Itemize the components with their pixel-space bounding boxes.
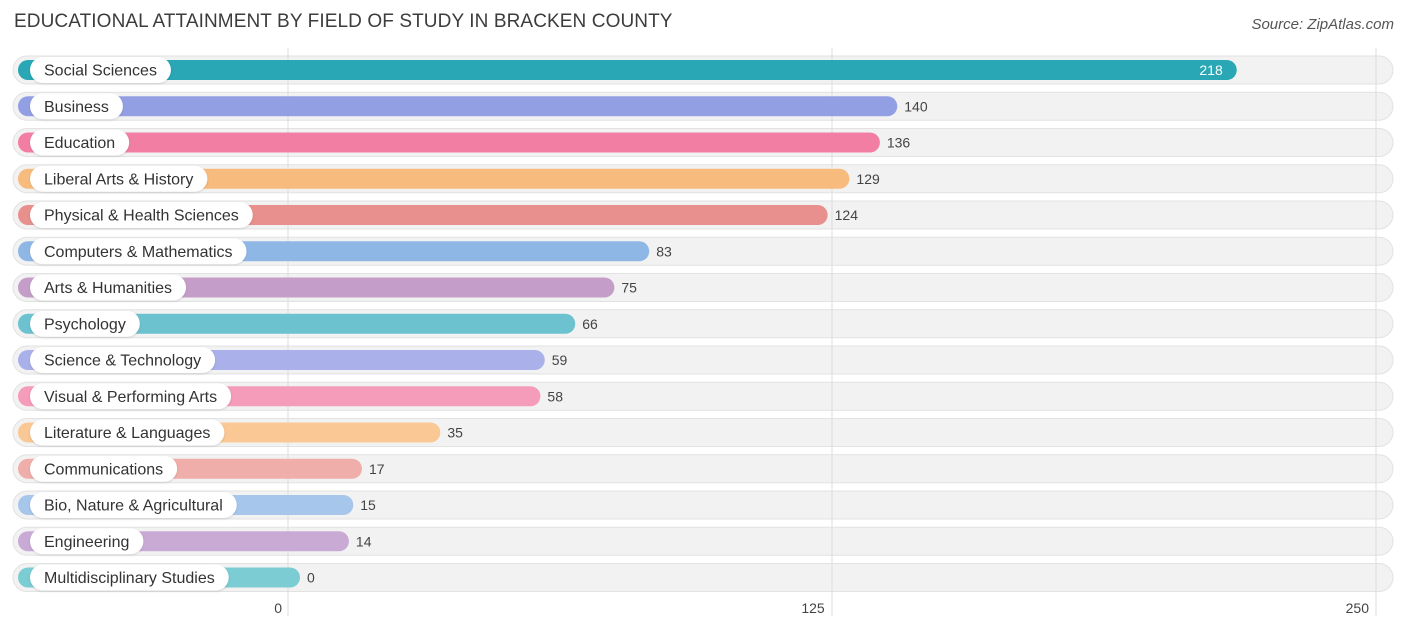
category-label-pill bbox=[30, 347, 216, 373]
value-label: 75 bbox=[621, 280, 637, 296]
bar-group: Computers & Mathematics 83 bbox=[18, 238, 672, 265]
bar-group: Social Sciences 218 bbox=[18, 57, 1237, 83]
x-tick-label: 125 bbox=[801, 600, 825, 616]
bar-group: Bio, Nature & Agricultural 15 bbox=[18, 492, 376, 518]
category-label-pill bbox=[30, 419, 225, 446]
bar-group: Engineering 14 bbox=[18, 528, 372, 555]
category-label-pill bbox=[30, 238, 247, 265]
category-label: Multidisciplinary Studies bbox=[44, 570, 215, 587]
bar-group: Visual & Performing Arts 58 bbox=[18, 383, 563, 410]
bar[interactable] bbox=[18, 96, 898, 117]
category-label: Business bbox=[44, 99, 109, 116]
category-label-pill bbox=[30, 310, 140, 337]
category-label: Arts & Humanities bbox=[44, 280, 172, 297]
x-tick-label: 250 bbox=[1346, 600, 1370, 616]
category-label: Psychology bbox=[44, 316, 126, 333]
x-tick-label: 0 bbox=[274, 600, 282, 616]
category-label-pill bbox=[30, 528, 144, 555]
value-label: 0 bbox=[307, 570, 315, 586]
category-label: Literature & Languages bbox=[44, 425, 210, 442]
value-label: 58 bbox=[547, 388, 563, 404]
bar-group: Psychology 66 bbox=[18, 310, 598, 337]
value-label: 59 bbox=[552, 352, 568, 368]
value-label: 14 bbox=[356, 533, 372, 549]
category-label-pill bbox=[30, 57, 171, 83]
category-label-pill bbox=[30, 492, 237, 518]
value-label: 124 bbox=[835, 207, 859, 223]
category-label: Bio, Nature & Agricultural bbox=[44, 498, 223, 515]
category-label: Science & Technology bbox=[44, 353, 201, 370]
category-label-pill bbox=[30, 383, 232, 410]
bar-group: Business 140 bbox=[18, 93, 928, 120]
value-label: 136 bbox=[887, 135, 911, 151]
category-label: Engineering bbox=[44, 534, 129, 551]
row-track bbox=[12, 563, 1394, 592]
category-label: Computers & Mathematics bbox=[44, 244, 233, 261]
category-label-pill bbox=[30, 129, 130, 156]
bar[interactable] bbox=[18, 313, 576, 334]
category-label-pill bbox=[30, 202, 253, 228]
row-track bbox=[12, 526, 1394, 556]
value-label: 17 bbox=[369, 461, 385, 477]
bar-group: Physical & Health Sciences 124 bbox=[18, 202, 858, 228]
bar-group: Education 136 bbox=[18, 129, 911, 156]
bar-group: Liberal Arts & History 129 bbox=[18, 165, 880, 192]
value-label: 15 bbox=[360, 497, 376, 513]
category-label-pill bbox=[30, 165, 208, 192]
category-label: Social Sciences bbox=[44, 63, 157, 80]
value-label: 129 bbox=[856, 171, 880, 187]
category-label-pill bbox=[30, 455, 178, 482]
row-track bbox=[12, 490, 1394, 520]
category-label: Liberal Arts & History bbox=[44, 171, 193, 188]
bar-group: Communications 17 bbox=[18, 455, 385, 482]
source-credit: Source: ZipAtlas.com bbox=[1251, 16, 1394, 33]
value-label: 66 bbox=[582, 316, 598, 332]
bar-group: Science & Technology 59 bbox=[18, 347, 568, 373]
bar[interactable] bbox=[18, 60, 1237, 80]
value-label: 218 bbox=[1199, 62, 1223, 78]
category-label-pill bbox=[30, 274, 187, 301]
value-label: 140 bbox=[904, 98, 928, 114]
category-label: Physical & Health Sciences bbox=[44, 208, 239, 225]
category-label: Education bbox=[44, 135, 115, 152]
chart-title: EDUCATIONAL ATTAINMENT BY FIELD OF STUDY… bbox=[14, 11, 673, 32]
category-label: Communications bbox=[44, 461, 163, 478]
bar[interactable] bbox=[18, 168, 850, 189]
bar-group: Literature & Languages 35 bbox=[18, 419, 463, 446]
bar-group: Multidisciplinary Studies 0 bbox=[18, 564, 315, 591]
value-label: 35 bbox=[447, 425, 463, 441]
x-axis: 0 125 250 bbox=[274, 600, 1369, 616]
value-label: 83 bbox=[656, 243, 672, 259]
category-label: Visual & Performing Arts bbox=[44, 389, 217, 406]
bar-group: Arts & Humanities 75 bbox=[18, 274, 637, 301]
category-label-pill bbox=[30, 564, 229, 591]
bar[interactable] bbox=[18, 132, 880, 153]
category-label-pill bbox=[30, 93, 123, 120]
